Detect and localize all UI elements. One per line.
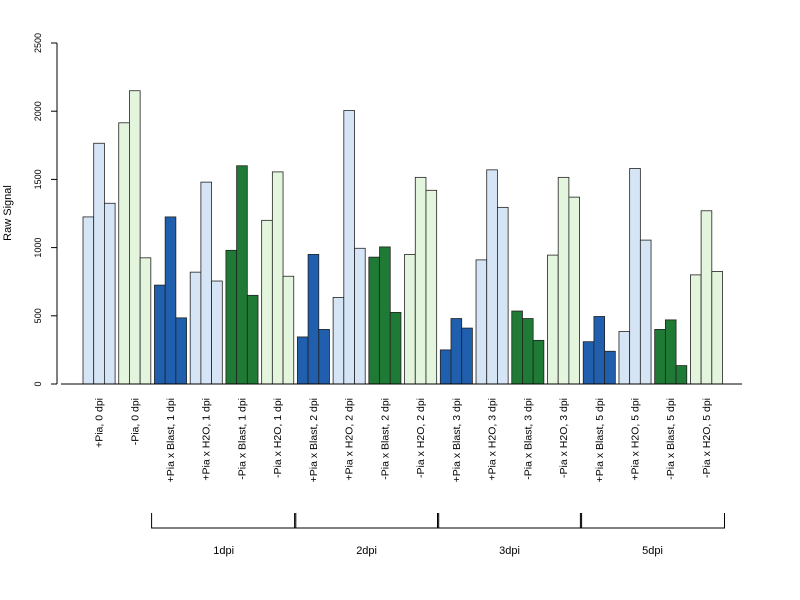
bar (654, 329, 666, 385)
y-tick-label: 2500 (33, 33, 43, 53)
bar (593, 316, 606, 385)
bar (404, 254, 416, 385)
bar (271, 171, 284, 385)
bar (332, 296, 345, 385)
group-bracket (294, 513, 440, 529)
bar (164, 216, 177, 385)
bar (711, 271, 723, 385)
bar (379, 246, 391, 385)
y-tick-label: 2000 (33, 101, 43, 121)
bar (461, 327, 473, 385)
y-tick-label: 0 (33, 381, 43, 386)
bar (557, 176, 570, 385)
group-bracket (151, 513, 297, 529)
bar (200, 181, 212, 385)
bar (118, 122, 130, 385)
bar (639, 239, 652, 385)
bar (690, 274, 702, 385)
bar (175, 317, 187, 385)
x-tick-label: +Pia x H2O, 5 dpi (630, 398, 642, 481)
bar (414, 176, 427, 385)
x-tick-label: +Pia x Blast, 5 dpi (594, 398, 606, 482)
y-axis: 0 500 1000 1500 2000 2500 (33, 33, 58, 387)
x-tick-label: -Pia x Blast, 2 dpi (379, 398, 391, 480)
x-tick-label: +Pia x Blast, 3 dpi (451, 398, 463, 482)
bar (547, 254, 559, 385)
bar (318, 329, 330, 385)
bar (225, 249, 238, 385)
x-tick-labels: +Pia, 0 dpi -Pia, 0 dpi +Pia x Blast, 1 dp… (94, 398, 713, 482)
group-label: 3dpi (499, 545, 520, 557)
bars (82, 90, 723, 385)
x-tick-label: +Pia, 0 dpi (94, 398, 106, 448)
bar (618, 331, 631, 385)
bar (582, 341, 595, 385)
bar (296, 336, 309, 385)
x-tick-label: -Pia x H2O, 1 dpi (272, 398, 284, 478)
bar (236, 165, 248, 385)
group-label: 2dpi (356, 545, 377, 557)
bar (189, 271, 202, 385)
x-tick-label: +Pia x H2O, 1 dpi (201, 398, 213, 481)
x-tick-label: -Pia x Blast, 1 dpi (236, 398, 248, 480)
bar (604, 350, 616, 385)
x-tick-label: -Pia x H2O, 3 dpi (558, 398, 570, 478)
bar (522, 318, 534, 385)
bar (139, 257, 152, 385)
bar (211, 280, 223, 385)
x-tick-label: -Pia, 0 dpi (129, 398, 141, 445)
group-label: 1dpi (213, 545, 234, 557)
bar (532, 339, 545, 385)
x-tick-label: -Pia x Blast, 3 dpi (522, 398, 534, 480)
bar (282, 275, 295, 385)
bar (389, 311, 402, 385)
bar (450, 318, 463, 385)
group-bracket (579, 513, 725, 529)
group-bracket (437, 513, 583, 529)
y-tick-label: 500 (33, 308, 43, 323)
bar (664, 319, 677, 385)
bar (368, 256, 380, 385)
x-tick-label: +Pia x Blast, 1 dpi (165, 398, 177, 482)
x-tick-label: -Pia x H2O, 2 dpi (415, 398, 427, 478)
bar (425, 189, 438, 385)
bar (307, 254, 320, 385)
y-tick-label: 1500 (33, 169, 43, 189)
bar (104, 202, 116, 385)
bar (675, 365, 688, 385)
bar (154, 284, 166, 385)
bar (511, 310, 523, 385)
x-tick-label: +Pia x H2O, 2 dpi (344, 398, 356, 481)
bar (486, 169, 498, 385)
y-axis-label: Raw Signal (2, 185, 14, 241)
x-tick-label: -Pia x H2O, 5 dpi (701, 398, 713, 478)
bar (246, 294, 259, 385)
bar (354, 247, 366, 385)
bar (700, 210, 713, 385)
bar (93, 142, 105, 385)
bar (568, 196, 580, 385)
x-tick-label: -Pia x Blast, 5 dpi (665, 398, 677, 480)
x-tick-label: +Pia x Blast, 2 dpi (308, 398, 320, 482)
bar (261, 219, 273, 385)
group-brackets: 1dpi 2dpi 3dpi 5dpi (151, 513, 725, 557)
bar (497, 206, 509, 385)
bar (629, 168, 641, 385)
x-tick-label: +Pia x H2O, 3 dpi (487, 398, 499, 481)
bar (129, 90, 141, 385)
group-label: 5dpi (642, 545, 663, 557)
bar (475, 259, 488, 385)
bar (439, 349, 452, 385)
bar (343, 110, 355, 385)
bar (82, 216, 95, 385)
y-tick-label: 1000 (33, 238, 43, 258)
